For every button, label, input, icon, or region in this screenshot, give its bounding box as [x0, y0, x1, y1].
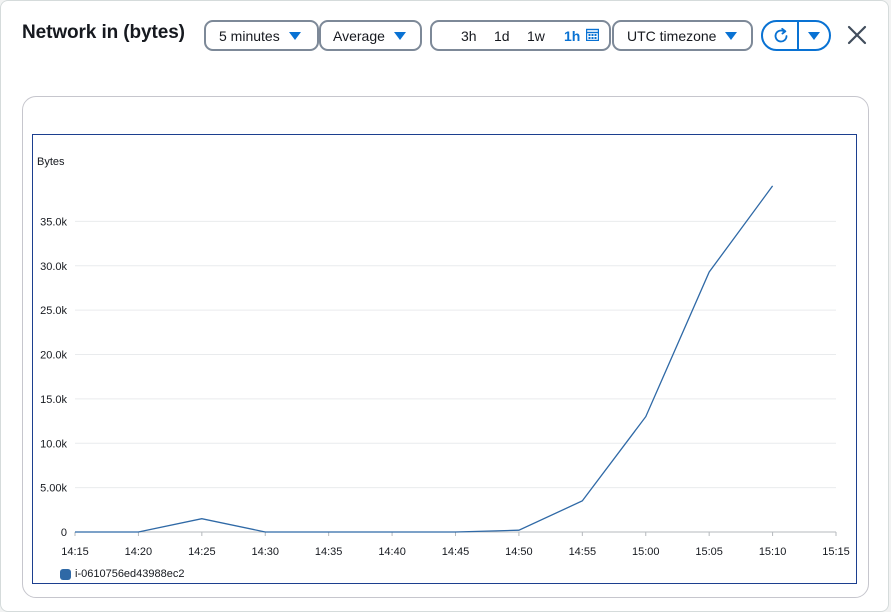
y-tick-label: 35.0k — [40, 216, 67, 228]
y-tick-label: 15.0k — [40, 394, 67, 406]
range-1d-button[interactable]: 1d — [494, 28, 510, 44]
range-3h-button[interactable]: 3h — [461, 28, 477, 44]
chart-frame — [32, 134, 857, 584]
x-tick-label: 15:05 — [695, 546, 723, 558]
y-tick-label: 20.0k — [40, 350, 67, 362]
chart-legend: i-0610756ed43988ec2 — [60, 567, 185, 581]
refresh-button-group — [761, 20, 831, 51]
legend-swatch — [60, 568, 71, 580]
statistic-value: Average — [333, 27, 385, 44]
x-tick-label: 15:00 — [632, 546, 660, 558]
series-line — [75, 185, 774, 533]
legend-label[interactable]: i-0610756ed43988ec2 — [75, 568, 185, 580]
refresh-divider — [797, 22, 799, 49]
timezone-select[interactable]: UTC timezone — [612, 20, 753, 51]
caret-down-icon — [725, 32, 737, 40]
x-tick-label: 14:20 — [125, 546, 153, 558]
y-axis-label: Bytes — [37, 156, 65, 168]
x-tick-label: 14:15 — [61, 546, 89, 558]
x-tick-label: 14:55 — [569, 546, 597, 558]
refresh-icon — [774, 27, 787, 42]
x-tick-label: 15:15 — [822, 546, 850, 558]
time-range-selector: 3h 1d 1w 1h — [430, 20, 611, 51]
refresh-options-dropdown[interactable] — [799, 22, 829, 49]
close-icon[interactable] — [846, 24, 868, 46]
x-tick-label: 15:10 — [759, 546, 787, 558]
x-tick-label: 14:35 — [315, 546, 343, 558]
chart-panel — [22, 96, 869, 598]
x-tick-label: 14:50 — [505, 546, 533, 558]
x-tick-label: 14:30 — [251, 546, 279, 558]
refresh-button[interactable] — [763, 22, 798, 49]
x-tick-label: 14:45 — [442, 546, 470, 558]
statistic-select[interactable]: Average — [319, 20, 422, 51]
y-tick-label: 25.0k — [40, 305, 67, 317]
x-tick-label: 14:25 — [188, 546, 216, 558]
caret-down-icon — [808, 31, 820, 40]
y-tick-label: 10.0k — [40, 438, 67, 450]
x-tick-label: 14:40 — [378, 546, 406, 558]
calendar-icon[interactable] — [586, 28, 599, 41]
range-1w-button[interactable]: 1w — [527, 28, 545, 44]
y-tick-label: 30.0k — [40, 261, 67, 273]
period-value: 5 minutes — [219, 27, 280, 44]
caret-down-icon — [394, 32, 406, 40]
caret-down-icon — [289, 32, 301, 40]
modal-title: Network in (bytes) — [22, 22, 185, 43]
y-tick-label: 0 — [61, 527, 67, 539]
y-tick-label: 5.00k — [40, 483, 67, 495]
period-select[interactable]: 5 minutes — [204, 20, 319, 51]
timezone-value: UTC timezone — [627, 27, 717, 44]
modal-header: Network in (bytes) 5 minutes Average 3h … — [1, 1, 890, 71]
range-1h-button[interactable]: 1h — [564, 28, 581, 44]
